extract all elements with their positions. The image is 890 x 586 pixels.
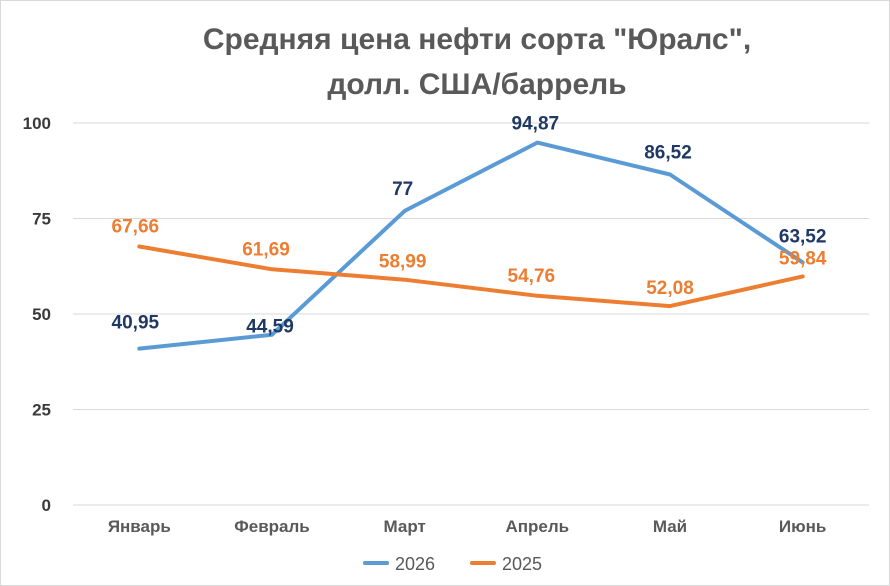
y-axis-ticks: 0 25 50 75 100 [23,114,51,515]
data-label-2025: 58,99 [379,252,427,273]
series-lines [137,140,805,351]
chart-title-line-1: Средняя цена нефти сорта "Юралс", [203,23,751,56]
x-tick-label: Февраль [234,517,310,536]
data-label-2026: 63,52 [779,226,827,247]
data-label-2026: 86,52 [644,142,692,163]
x-tick-label: Май [653,517,687,536]
data-label-2025: 52,08 [646,278,694,299]
y-tick-label: 25 [32,401,51,420]
chart-title: Средняя цена нефти сорта "Юралс", долл. … [203,23,751,101]
legend-label-2026: 2026 [395,554,435,574]
legend: 2026 2025 [363,554,542,574]
series-line-2026 [137,140,805,351]
x-tick-label: Апрель [506,517,570,536]
x-tick-label: Март [384,517,426,536]
data-labels: 40,95 44,59 77 94,87 86,52 63,52 67,66 61,69 58,… [112,114,827,338]
data-label-2025: 54,76 [508,266,556,287]
data-label-2025: 61,69 [242,239,290,260]
data-label-2025: 67,66 [112,217,160,238]
data-label-2026: 40,95 [112,313,160,334]
x-axis-ticks: Январь Февраль Март Апрель Май Июнь [108,517,827,536]
chart-title-line-2: долл. США/баррель [327,68,626,101]
y-tick-label: 0 [42,496,51,515]
x-tick-label: Июнь [779,517,826,536]
data-label-2026: 94,87 [512,114,560,135]
y-tick-label: 75 [32,210,51,229]
data-label-2025: 59,84 [779,248,827,269]
y-tick-label: 100 [23,114,51,133]
series-line-2025 [137,244,805,309]
data-label-2026: 77 [392,179,413,200]
data-label-2026: 44,59 [246,317,294,338]
x-tick-label: Январь [108,517,171,536]
y-tick-label: 50 [32,305,51,324]
legend-label-2025: 2025 [502,554,542,574]
gridlines [73,122,869,506]
